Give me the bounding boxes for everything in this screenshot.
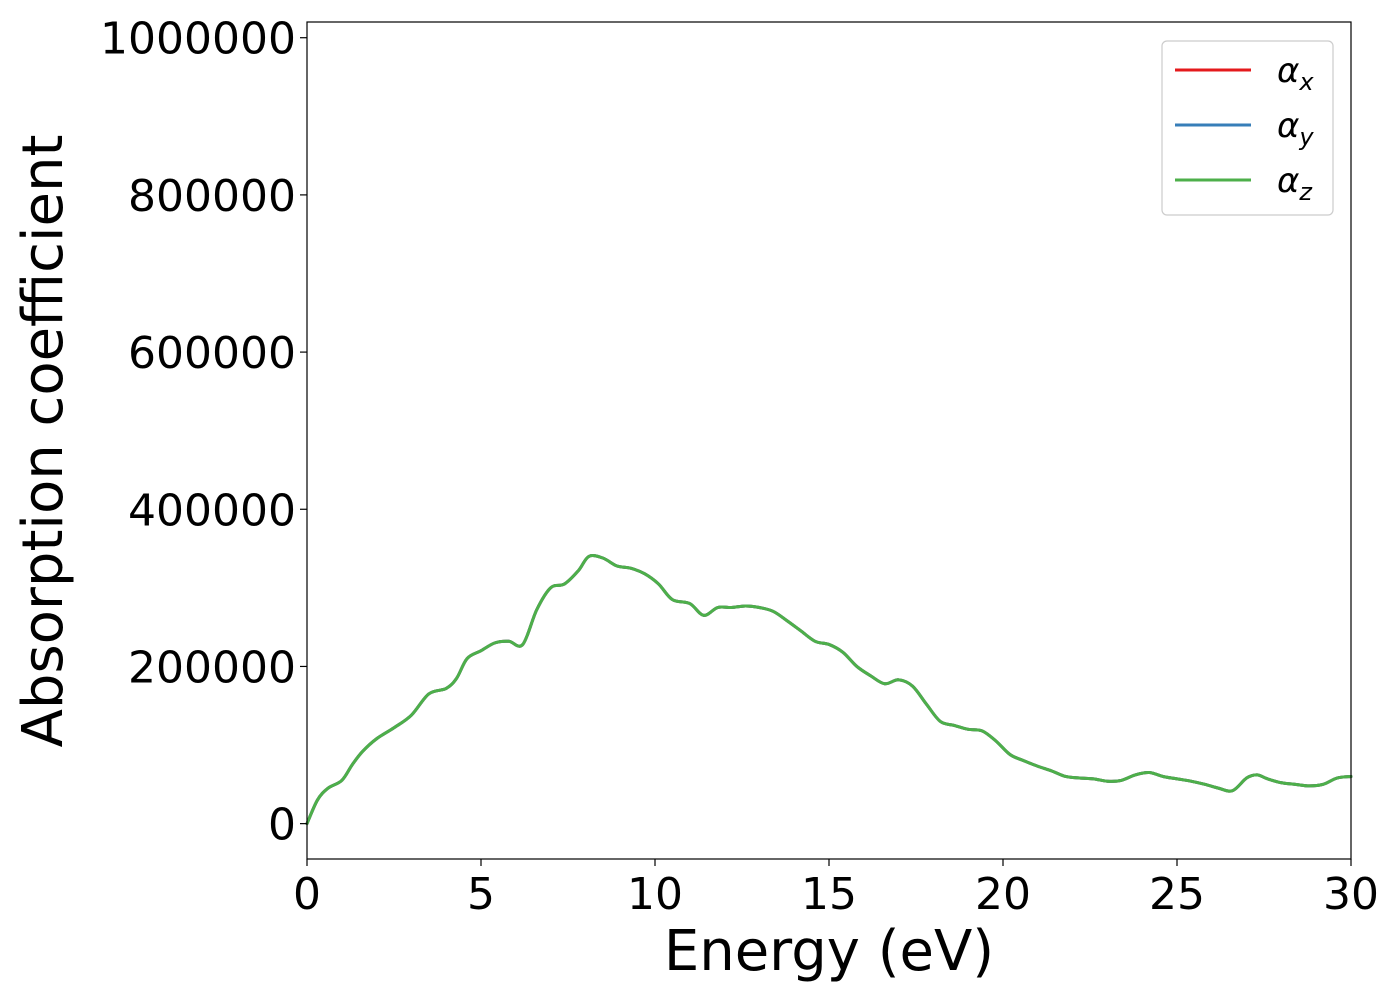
legend-subscript: y xyxy=(1298,123,1314,151)
y-tick-label: 800000 xyxy=(128,171,296,222)
y-tick-label: 1000000 xyxy=(100,14,296,65)
legend-symbol: α xyxy=(1277,51,1299,91)
legend-box xyxy=(1161,40,1334,216)
y-axis-ticks: 0 200000 400000 600000 800000 1000000 xyxy=(100,14,307,851)
x-tick-label: 5 xyxy=(467,869,495,920)
x-axis-ticks: 0 5 10 15 20 25 30 xyxy=(293,859,1379,920)
legend-label-z: αz xyxy=(1277,161,1313,206)
series-line-z xyxy=(305,554,1353,826)
y-tick-label: 0 xyxy=(268,800,296,851)
x-tick-label: 15 xyxy=(801,869,857,920)
y-tick-label: 600000 xyxy=(128,328,296,379)
legend-subscript: z xyxy=(1298,178,1313,206)
legend-label-y: αy xyxy=(1277,106,1314,151)
x-tick-label: 0 xyxy=(293,869,321,920)
x-tick-label: 20 xyxy=(975,869,1031,920)
y-tick-label: 400000 xyxy=(128,485,296,536)
x-axis-label: Energy (eV) xyxy=(664,919,994,984)
y-axis-label: Absorption coefficient xyxy=(11,135,76,748)
legend-subscript: x xyxy=(1298,68,1314,96)
x-tick-label: 25 xyxy=(1149,869,1205,920)
y-tick-label: 200000 xyxy=(128,642,296,693)
legend-symbol: α xyxy=(1277,161,1299,201)
legend-label-x: αx xyxy=(1277,51,1314,96)
x-tick-label: 10 xyxy=(627,869,683,920)
x-tick-label: 30 xyxy=(1323,869,1379,920)
series-layer xyxy=(305,554,1353,826)
legend-symbol: α xyxy=(1277,106,1299,146)
